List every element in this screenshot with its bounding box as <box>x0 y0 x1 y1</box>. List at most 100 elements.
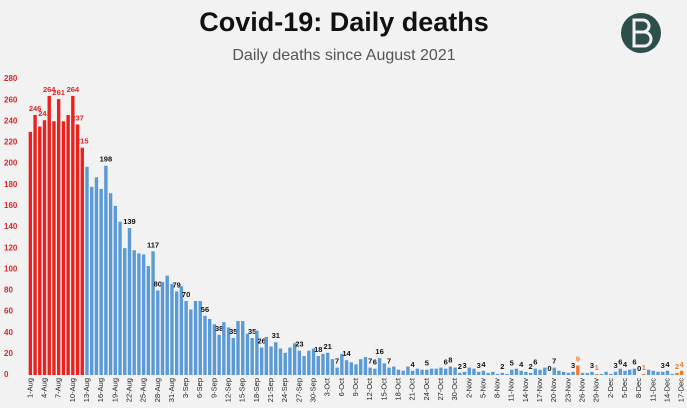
bar <box>458 372 462 375</box>
bar <box>373 368 377 375</box>
bar <box>241 321 245 375</box>
data-label: 56 <box>201 305 209 314</box>
data-label: 4 <box>623 360 628 369</box>
bar <box>231 338 235 375</box>
bar <box>420 369 424 375</box>
bar <box>594 373 599 375</box>
x-tick-label: 9-Sep <box>209 378 218 398</box>
data-label: 6 <box>533 358 537 367</box>
bar <box>193 301 198 375</box>
data-label: 31 <box>272 331 280 340</box>
y-tick-label: 280 <box>4 74 18 83</box>
bar <box>382 363 387 375</box>
data-label: 6 <box>444 358 448 367</box>
bar <box>349 362 353 375</box>
bar <box>123 248 127 375</box>
data-label: 3 <box>571 361 575 370</box>
bar <box>623 370 627 375</box>
data-label: 80 <box>154 279 162 288</box>
bar <box>661 371 665 375</box>
data-label: 79 <box>172 280 180 289</box>
bar <box>510 369 514 375</box>
bar <box>269 346 273 375</box>
bar <box>250 338 254 375</box>
bar <box>207 318 212 375</box>
bar <box>165 275 169 375</box>
y-tick-label: 100 <box>4 264 18 273</box>
bar <box>189 309 193 375</box>
x-tick-label: 11-Nov <box>507 378 516 402</box>
data-label: 7 <box>368 357 372 366</box>
data-label: 21 <box>324 342 332 351</box>
x-tick-label: 27-Sep <box>294 378 303 402</box>
data-label: 241 <box>38 109 51 118</box>
x-tick-label: 1-Aug <box>25 378 34 398</box>
x-tick-label: 27-Oct <box>436 377 445 400</box>
bar <box>330 359 335 375</box>
bar <box>141 254 146 375</box>
x-tick-label: 8-Nov <box>493 378 502 398</box>
bar <box>519 370 523 375</box>
bar <box>415 368 420 375</box>
bar <box>179 286 184 375</box>
bar <box>477 371 481 375</box>
x-tick-label: 3-Sep <box>181 378 190 398</box>
bar <box>108 193 113 375</box>
x-tick-label: 24-Oct <box>422 377 431 400</box>
bar <box>137 253 141 375</box>
y-tick-label: 140 <box>4 222 18 231</box>
bar <box>628 369 632 375</box>
bar <box>486 372 490 375</box>
data-label: 1 <box>595 363 599 372</box>
bar <box>75 124 80 375</box>
bar <box>212 324 217 375</box>
x-tick-label: 14-Dec <box>662 378 671 402</box>
x-tick-label: 18-Sep <box>252 378 261 402</box>
bar <box>406 366 410 375</box>
bar <box>226 327 231 375</box>
data-label: 16 <box>375 347 383 356</box>
bar <box>217 334 221 375</box>
x-tick-label: 30-Oct <box>450 377 459 400</box>
x-tick-label: 12-Oct <box>365 377 374 400</box>
data-label: 5 <box>425 359 429 368</box>
bar <box>467 367 471 375</box>
x-tick-label: 5-Dec <box>620 378 629 398</box>
data-label: 38 <box>215 324 223 333</box>
y-tick-label: 260 <box>4 95 18 104</box>
y-tick-label: 60 <box>4 307 13 316</box>
x-tick-label: 14-Nov <box>521 378 530 402</box>
x-tick-label: 7-Aug <box>54 378 63 398</box>
bar <box>401 370 405 375</box>
data-label: 6 <box>618 358 622 367</box>
data-label: 6 <box>632 358 636 367</box>
bar <box>42 120 47 375</box>
bar <box>132 250 136 375</box>
bar <box>259 347 264 375</box>
logo <box>621 13 661 53</box>
x-tick-label: 4-Aug <box>40 378 49 398</box>
data-label: 35 <box>248 327 256 336</box>
data-label: 26 <box>257 336 265 345</box>
bar <box>613 371 618 375</box>
bar <box>297 350 302 375</box>
bar <box>302 355 306 375</box>
bar <box>472 368 476 375</box>
bar <box>646 369 651 375</box>
bar <box>335 367 339 375</box>
x-tick-label: 26-Nov <box>578 378 587 402</box>
y-tick-label: 0 <box>4 370 9 379</box>
bar <box>127 228 132 375</box>
bar <box>514 368 519 375</box>
bar <box>52 121 56 376</box>
bar <box>679 370 684 375</box>
bar <box>325 352 330 375</box>
bar <box>580 372 585 375</box>
data-label: 0 <box>637 364 641 373</box>
bar <box>651 370 656 375</box>
x-tick-label: 28-Aug <box>153 378 162 402</box>
x-tick-label: 9-Oct <box>351 377 360 396</box>
bar <box>491 371 495 375</box>
x-tick-label: 6-Sep <box>195 378 204 398</box>
